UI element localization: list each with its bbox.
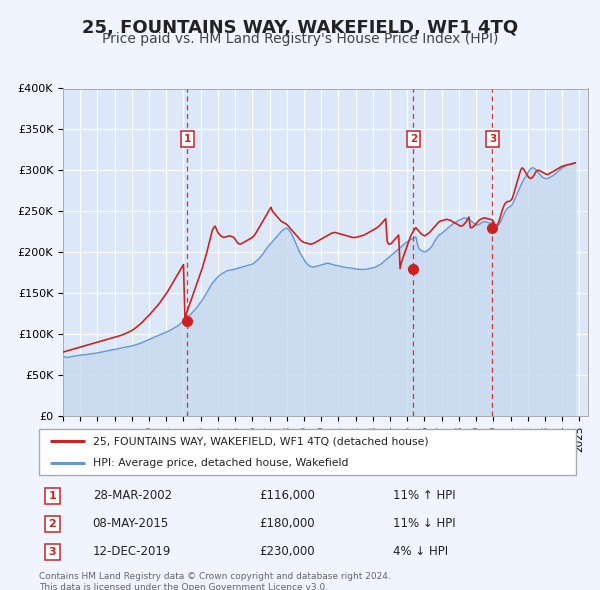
Text: 1: 1 — [49, 491, 56, 501]
Text: 3: 3 — [49, 547, 56, 557]
Text: 28-MAR-2002: 28-MAR-2002 — [93, 490, 172, 503]
Text: 25, FOUNTAINS WAY, WAKEFIELD, WF1 4TQ (detached house): 25, FOUNTAINS WAY, WAKEFIELD, WF1 4TQ (d… — [93, 437, 428, 447]
Text: HPI: Average price, detached house, Wakefield: HPI: Average price, detached house, Wake… — [93, 457, 348, 467]
Text: 08-MAY-2015: 08-MAY-2015 — [93, 517, 169, 530]
Text: 1: 1 — [184, 135, 191, 144]
Text: 2: 2 — [410, 135, 417, 144]
Text: Contains HM Land Registry data © Crown copyright and database right 2024.
This d: Contains HM Land Registry data © Crown c… — [39, 572, 391, 590]
Text: 2: 2 — [49, 519, 56, 529]
Text: 4% ↓ HPI: 4% ↓ HPI — [394, 545, 449, 558]
Text: 25, FOUNTAINS WAY, WAKEFIELD, WF1 4TQ: 25, FOUNTAINS WAY, WAKEFIELD, WF1 4TQ — [82, 19, 518, 37]
Text: £230,000: £230,000 — [259, 545, 315, 558]
Text: 11% ↑ HPI: 11% ↑ HPI — [394, 490, 456, 503]
Text: 3: 3 — [489, 135, 496, 144]
FancyBboxPatch shape — [39, 429, 576, 475]
Text: 12-DEC-2019: 12-DEC-2019 — [93, 545, 171, 558]
Text: 11% ↓ HPI: 11% ↓ HPI — [394, 517, 456, 530]
Text: £180,000: £180,000 — [259, 517, 315, 530]
Text: £116,000: £116,000 — [259, 490, 315, 503]
Text: Price paid vs. HM Land Registry's House Price Index (HPI): Price paid vs. HM Land Registry's House … — [102, 32, 498, 46]
